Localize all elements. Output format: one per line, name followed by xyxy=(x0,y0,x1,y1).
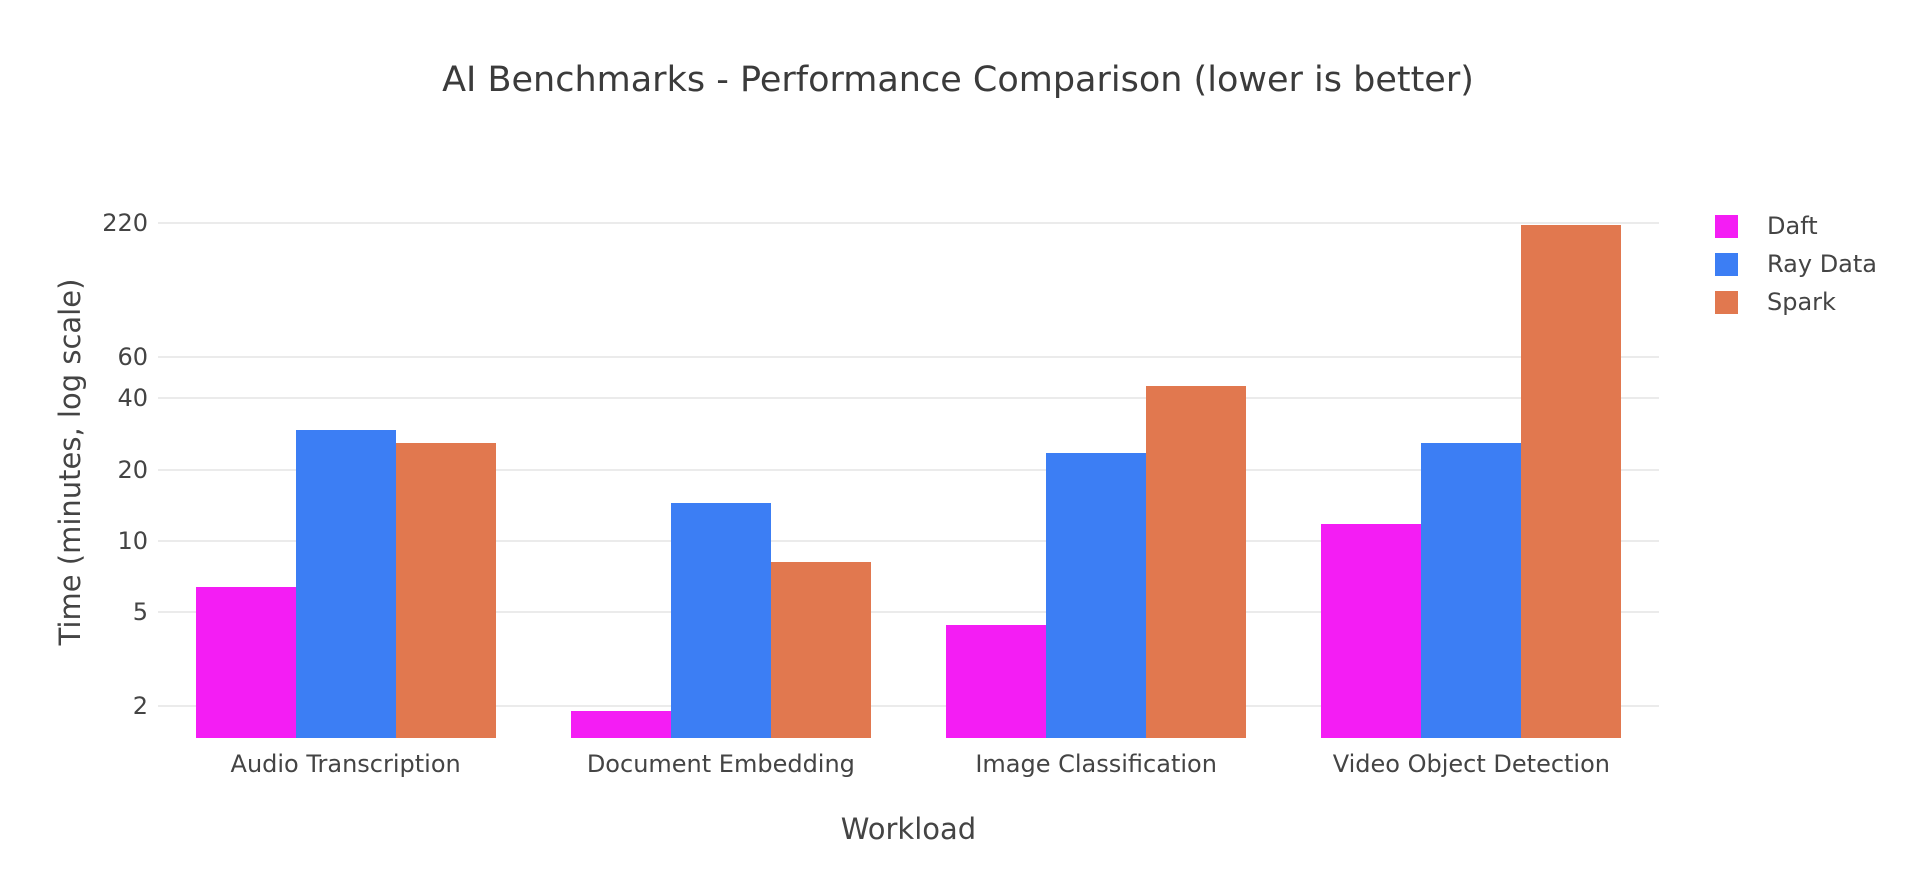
y-tick-label-20: 20 xyxy=(117,455,148,484)
legend-swatch-ray-data xyxy=(1715,252,1738,276)
x-tick-label-document-embedding: Document Embedding xyxy=(586,750,855,778)
y-tick-label-60: 60 xyxy=(117,342,148,371)
bar-daft-document-embedding[interactable] xyxy=(570,711,671,738)
y-tick-label-40: 40 xyxy=(117,384,148,413)
gridline-2 xyxy=(158,705,1659,708)
x-tick-label-image-classification: Image Classification xyxy=(975,750,1217,778)
y-tick-label-10: 10 xyxy=(117,526,148,555)
gridline-60 xyxy=(158,355,1659,358)
gridline-40 xyxy=(158,397,1659,400)
bar-spark-audio-transcription[interactable] xyxy=(395,443,496,738)
bar-daft-image-classification[interactable] xyxy=(946,625,1047,738)
gridline-20 xyxy=(158,468,1659,471)
bar-spark-video-object-detection[interactable] xyxy=(1521,225,1622,738)
legend: Daft Ray Data Spark xyxy=(1715,212,1877,326)
y-tick-label-220: 220 xyxy=(102,209,148,238)
legend-item-spark[interactable]: Spark xyxy=(1715,288,1877,316)
bar-ray-data-video-object-detection[interactable] xyxy=(1421,443,1522,738)
gridline-5 xyxy=(158,610,1659,613)
x-tick-label-audio-transcription: Audio Transcription xyxy=(230,750,461,778)
x-axis-title: Workload xyxy=(840,812,977,846)
bar-ray-data-document-embedding[interactable] xyxy=(670,502,771,738)
y-tick-label-2: 2 xyxy=(132,692,148,721)
legend-label-daft: Daft xyxy=(1767,212,1818,240)
chart-title: AI Benchmarks - Performance Comparison (… xyxy=(442,60,1474,100)
legend-swatch-spark xyxy=(1715,290,1738,314)
legend-item-daft[interactable]: Daft xyxy=(1715,212,1877,240)
legend-item-ray-data[interactable]: Ray Data xyxy=(1715,250,1877,278)
bar-daft-audio-transcription[interactable] xyxy=(195,586,296,738)
y-tick-label-5: 5 xyxy=(132,597,148,626)
legend-swatch-daft xyxy=(1715,214,1738,238)
gridline-220 xyxy=(158,222,1659,225)
legend-label-spark: Spark xyxy=(1767,288,1836,316)
legend-label-ray-data: Ray Data xyxy=(1767,250,1877,278)
bar-spark-image-classification[interactable] xyxy=(1146,386,1247,738)
bar-ray-data-audio-transcription[interactable] xyxy=(295,430,396,738)
y-axis-title: Time (minutes, log scale) xyxy=(53,278,87,646)
x-tick-label-video-object-detection: Video Object Detection xyxy=(1332,750,1611,778)
bar-ray-data-image-classification[interactable] xyxy=(1046,453,1147,738)
bar-spark-document-embedding[interactable] xyxy=(770,562,871,738)
gridline-10 xyxy=(158,539,1659,542)
plot-area: Time (minutes, log scale) Workload 2 5 10 2… xyxy=(53,186,1659,846)
bar-daft-video-object-detection[interactable] xyxy=(1321,523,1422,738)
